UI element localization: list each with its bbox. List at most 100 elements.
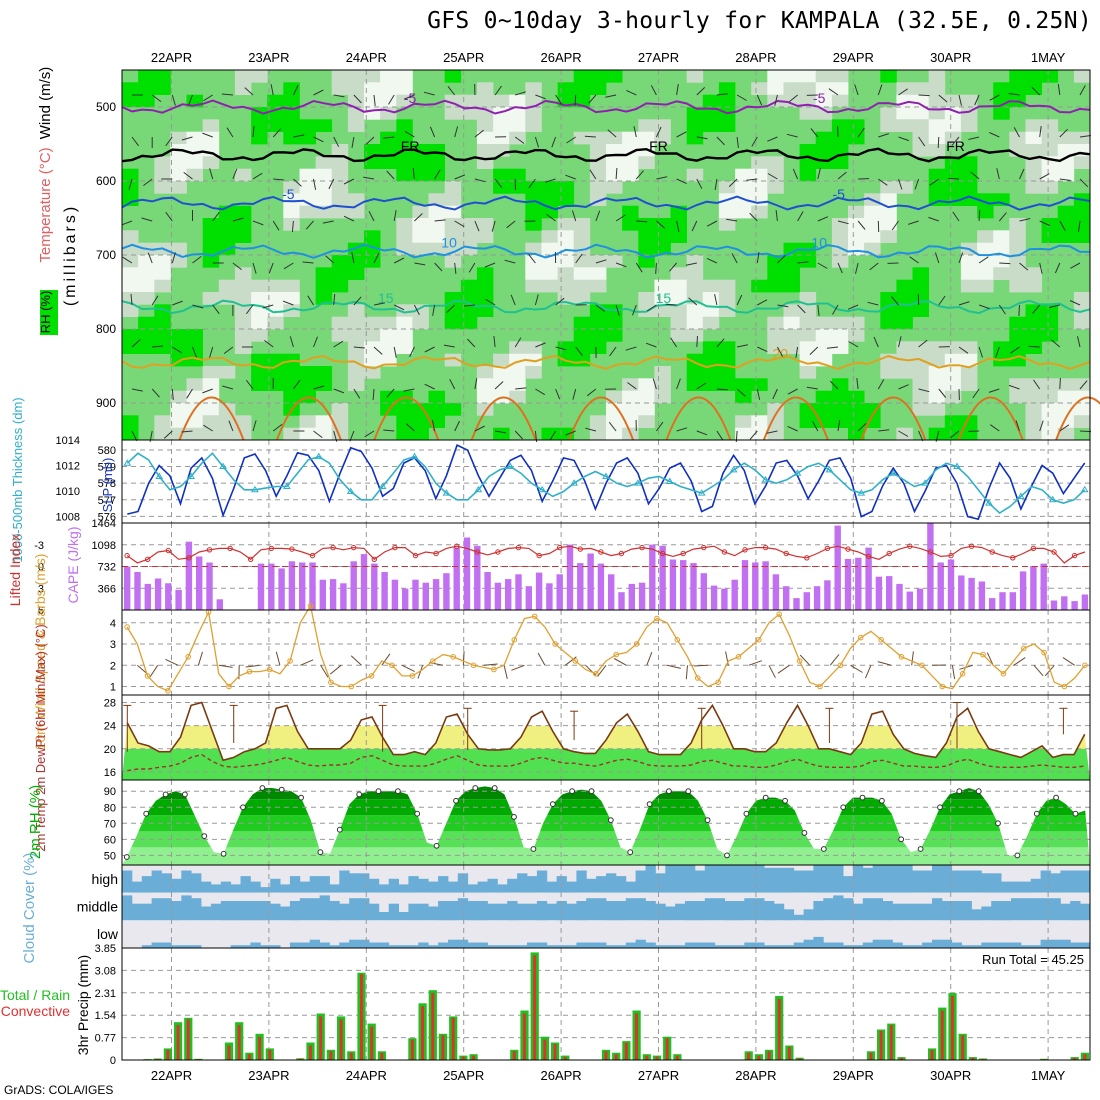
wind-speed-marker bbox=[857, 634, 864, 641]
wind-speed-marker bbox=[450, 654, 457, 660]
wind-barb bbox=[245, 304, 254, 315]
rh-cell bbox=[1009, 218, 1026, 231]
wind-barb bbox=[429, 126, 436, 138]
rh-cell bbox=[315, 193, 333, 206]
wind-barb bbox=[232, 168, 238, 180]
wind-barb bbox=[474, 129, 484, 138]
lifted-marker bbox=[762, 544, 769, 551]
rh-cell bbox=[364, 366, 381, 379]
rh-cell bbox=[218, 427, 236, 441]
lifted-axis-label: Lifted Index bbox=[7, 534, 23, 606]
rh-cell bbox=[896, 279, 913, 293]
wind-barb bbox=[1079, 430, 1092, 433]
rh-cell bbox=[1041, 181, 1059, 194]
rh-cell bbox=[186, 415, 203, 428]
rh-cell bbox=[928, 94, 946, 108]
rh-cell bbox=[977, 205, 994, 219]
precip-convective-bar bbox=[757, 1055, 761, 1060]
rh-cell bbox=[799, 304, 817, 317]
wind-barb bbox=[443, 344, 455, 348]
rh-cell bbox=[702, 353, 720, 367]
wind-barb bbox=[423, 91, 435, 96]
cloud-bar bbox=[260, 887, 271, 893]
wind-barb bbox=[716, 338, 725, 348]
rh-cell bbox=[944, 353, 962, 367]
rh-cell bbox=[283, 94, 300, 108]
cape-bar bbox=[865, 547, 872, 610]
rh-cell bbox=[880, 218, 897, 231]
date-label-bottom: 29APR bbox=[833, 1068, 874, 1083]
rh-marker bbox=[511, 814, 517, 820]
rh-cell bbox=[476, 279, 494, 293]
cloud-bar bbox=[655, 873, 666, 893]
rh-cell bbox=[186, 168, 203, 182]
cape-bar bbox=[494, 582, 502, 610]
rh-cell bbox=[638, 255, 655, 268]
rh-cell bbox=[654, 378, 671, 391]
lifted-marker bbox=[1010, 555, 1016, 561]
rh-cell bbox=[960, 366, 978, 379]
rh-cell bbox=[1073, 292, 1091, 305]
wind-barb bbox=[351, 252, 355, 264]
rh-cell bbox=[299, 427, 316, 441]
lifted-marker bbox=[330, 544, 336, 551]
cloud-bar bbox=[685, 942, 696, 948]
wind-barb bbox=[546, 214, 556, 222]
wind-barb bbox=[449, 378, 456, 390]
contour-label: 15 bbox=[656, 290, 672, 306]
rh-marker bbox=[356, 791, 363, 798]
rh-cell bbox=[831, 378, 849, 391]
cloud-bar bbox=[1040, 898, 1051, 921]
cloud-bar bbox=[764, 945, 775, 948]
precip-convective-bar bbox=[645, 1055, 649, 1060]
rh-cell bbox=[767, 168, 784, 182]
rh-cell bbox=[122, 230, 139, 243]
wind-barb bbox=[829, 380, 839, 390]
rh-cell bbox=[783, 316, 800, 330]
lifted-tick-label: -3 bbox=[34, 540, 44, 552]
wind-barb bbox=[978, 256, 989, 264]
cape-bar bbox=[1040, 563, 1047, 610]
rh-cell bbox=[993, 255, 1010, 268]
wind-speed-marker bbox=[1061, 683, 1068, 690]
rh-cell bbox=[493, 94, 510, 108]
lifted-marker bbox=[557, 544, 563, 551]
rh-cell bbox=[154, 279, 171, 293]
cape-bar bbox=[772, 574, 780, 610]
rh-cell bbox=[622, 144, 639, 157]
cloud-bar bbox=[319, 876, 330, 893]
rh-cell bbox=[1009, 390, 1026, 404]
rh-cell bbox=[460, 107, 478, 120]
pressure-tick-label: 900 bbox=[96, 396, 116, 410]
wind-barb bbox=[656, 220, 666, 229]
rh-cell bbox=[541, 181, 558, 194]
rh-cell bbox=[380, 329, 397, 342]
wind-barb bbox=[646, 304, 657, 312]
rh-marker bbox=[491, 785, 498, 791]
rh-cell bbox=[170, 390, 187, 404]
cloud-bar bbox=[260, 945, 271, 948]
rh-marker bbox=[879, 797, 885, 804]
rh-cell bbox=[525, 242, 542, 256]
rh-cell bbox=[573, 70, 591, 83]
rh-cell bbox=[606, 181, 623, 194]
wind-barb bbox=[676, 131, 687, 138]
thickness-marker bbox=[793, 469, 802, 476]
wind-barb bbox=[434, 219, 446, 222]
lifted-marker bbox=[907, 543, 913, 549]
rh-cell bbox=[428, 390, 445, 404]
wind-barb bbox=[165, 211, 173, 222]
rh-cell bbox=[525, 267, 542, 280]
rh-cell bbox=[606, 70, 623, 83]
wind-barb bbox=[131, 388, 143, 392]
precip-convective-bar bbox=[329, 1051, 333, 1060]
rh-cell bbox=[670, 267, 687, 280]
rh-cell bbox=[509, 107, 526, 120]
rh-cell bbox=[993, 82, 1010, 95]
rh-cell bbox=[315, 292, 333, 305]
surface-wind-barb bbox=[165, 658, 179, 666]
wind-barb bbox=[131, 136, 140, 147]
cloud-bar bbox=[606, 901, 617, 921]
rh-cell bbox=[299, 205, 316, 219]
rh-cell bbox=[396, 415, 413, 428]
